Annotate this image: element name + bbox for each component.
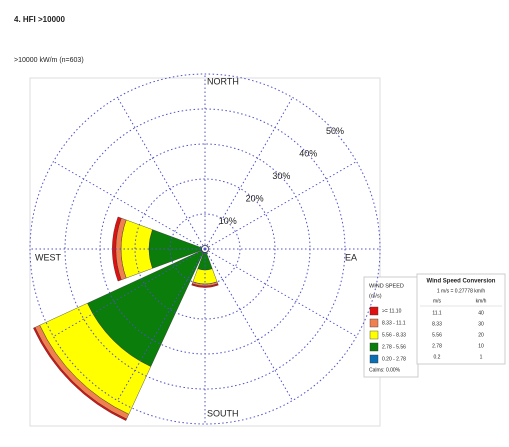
- table-cell: 11.1: [432, 310, 442, 316]
- legend-label: 2.78 - 5.56: [382, 344, 406, 350]
- caption: >10000 kW/m (n=603): [14, 57, 84, 64]
- ring-label: 40%: [299, 148, 317, 158]
- compass-label: SOUTH: [207, 408, 239, 418]
- legend-label: 5.56 - 8.33: [382, 332, 406, 338]
- conversion-box: [416, 273, 506, 365]
- legend-swatch: [369, 354, 379, 364]
- table-cell: 1: [480, 354, 483, 360]
- compass-label: EA: [345, 252, 357, 262]
- table-header: m/s: [433, 298, 442, 304]
- legend-title: (m/s): [369, 293, 382, 299]
- conversion-formula: 1 m/s = 0.27778 km/h: [437, 288, 485, 294]
- wedge-segment: [33, 327, 127, 421]
- legend-swatch: [369, 330, 379, 340]
- ring: [99, 143, 311, 355]
- radial-line: [204, 97, 293, 250]
- legend-label: >= 11.10: [382, 308, 402, 314]
- radial-line: [117, 248, 206, 401]
- legend-label: 0.20 - 2.78: [382, 356, 406, 362]
- chart-frame: [29, 77, 381, 427]
- ring-label: 20%: [246, 193, 264, 203]
- ring: [134, 178, 276, 320]
- table-cell: 30: [478, 321, 484, 327]
- radial-line: [204, 248, 293, 401]
- ring-label: 10%: [219, 216, 237, 226]
- compass-label: WEST: [35, 252, 62, 262]
- wind-rose: [33, 216, 219, 421]
- table-cell: 5.56: [432, 332, 442, 338]
- calms: Calms: 0.00%: [369, 367, 401, 373]
- wedge-segment: [191, 283, 219, 288]
- table-header: km/h: [476, 298, 487, 304]
- ring: [64, 108, 346, 390]
- legend-swatch: [369, 306, 379, 316]
- ring-label: 50%: [326, 126, 344, 136]
- wedge-segment: [112, 216, 122, 282]
- radial-line: [53, 161, 206, 250]
- legend-swatch: [369, 342, 379, 352]
- legend-label: 8.33 - 11.1: [382, 320, 406, 326]
- heading: 4. HFI >10000: [14, 15, 65, 24]
- ring: [29, 73, 381, 425]
- legend-swatch: [369, 318, 379, 328]
- table-cell: 8.33: [432, 321, 442, 327]
- compass-label: NORTH: [207, 76, 239, 86]
- radial-line: [117, 97, 206, 250]
- radial-line: [53, 248, 206, 337]
- table-cell: 0.2: [434, 354, 441, 360]
- table-cell: 10: [478, 343, 484, 349]
- ring-label: 30%: [272, 171, 290, 181]
- ring: [169, 213, 241, 285]
- table-cell: 40: [478, 310, 484, 316]
- radial-line: [204, 161, 357, 250]
- table-cell: 2.78: [432, 343, 442, 349]
- table-cell: 20: [478, 332, 484, 338]
- conversion-title: Wind Speed Conversion: [427, 279, 496, 285]
- radial-line: [204, 248, 357, 337]
- legend-title: WIND SPEED: [369, 283, 404, 289]
